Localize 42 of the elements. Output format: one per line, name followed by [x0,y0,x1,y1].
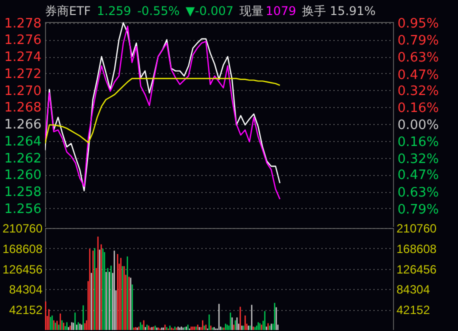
y2-tick-label: 0.63% [398,50,439,66]
y-tick-label: 1.262 [4,151,42,166]
y-tick-label: 1.256 [4,202,42,217]
text: 现量 [240,4,264,18]
y2-tick-label: 0.32% [398,84,439,99]
y2-tick-label: 0.32% [398,152,439,168]
text: 1.259 [96,4,132,18]
y2-tick-label: 0.63% [398,185,439,200]
y-tick-label: 1.264 [4,134,42,150]
y2-tick-label: 210760 [396,222,437,236]
y2-tick-label: 84304 [396,282,430,297]
y2-tick-label: 126456 [396,262,437,276]
y-tick-label: 1.278 [4,16,42,32]
y-tick-label: 210760 [2,222,43,236]
y-tick-label: 84304 [9,282,43,297]
line-series [45,78,280,144]
chart-title: 券商ETF [45,4,91,18]
text: -0.55% [137,4,180,18]
y-tick-label: 1.258 [4,185,42,200]
y2-tick-label: 0.47% [398,68,439,83]
y-tick-label: 1.276 [4,33,42,48]
text: 1079 [266,4,296,18]
y2-tick-label: 0.16% [398,100,439,116]
y2-tick-label: 168608 [396,242,437,256]
text: ▼-0.007 [186,4,234,18]
y-tick-label: 1.268 [4,100,42,116]
y-tick-label: 168608 [2,242,43,256]
y-tick-label: 1.266 [4,118,42,133]
y2-tick-label: 0.79% [398,34,439,49]
y2-tick-label: 0.16% [398,135,439,150]
y-tick-label: 42152 [9,303,43,318]
y-tick-label: 1.260 [4,168,42,184]
y2-tick-label: 0.00% [398,118,439,133]
y-tick-label: 1.272 [4,66,42,82]
y2-tick-label: 42152 [396,303,430,318]
y2-tick-label: 0.79% [398,202,439,218]
y2-tick-label: 0.47% [398,168,439,184]
y-tick-label: 1.274 [4,50,42,66]
y-tick-label: 1.270 [4,84,42,99]
y-tick-label: 126456 [2,262,43,276]
text: 换手 15.91% [302,4,376,18]
y2-tick-label: 0.95% [398,16,439,32]
